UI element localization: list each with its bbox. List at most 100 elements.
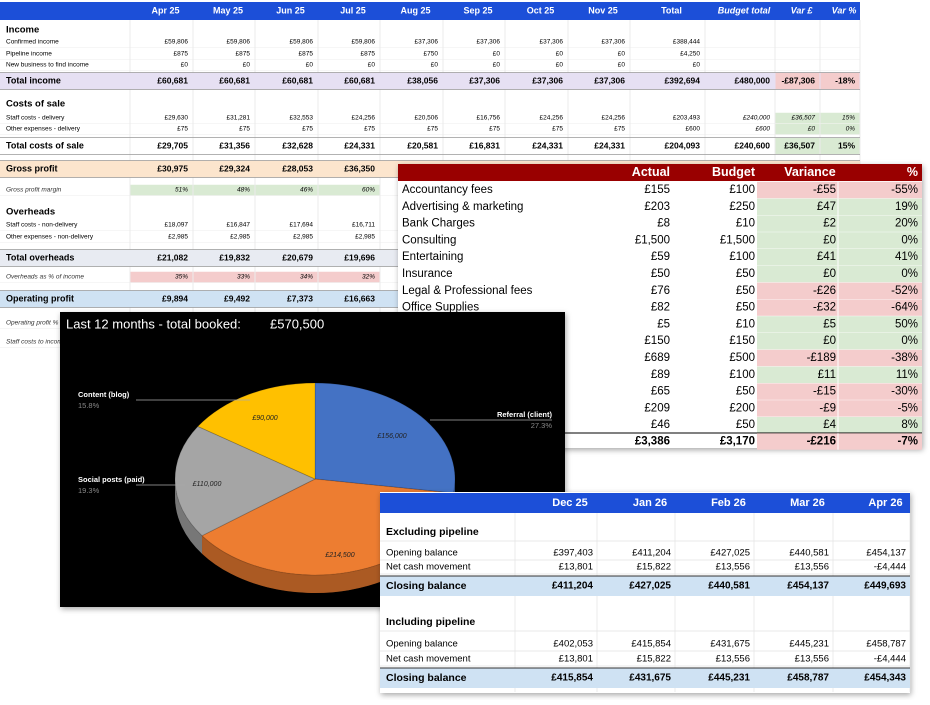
cell-value: £500 (729, 352, 755, 364)
slice-label: Social posts (paid) (78, 475, 145, 484)
slice-label: Referral (client) (497, 410, 553, 419)
cell-value: £0 (493, 62, 501, 69)
row-label: Confirmed income (6, 39, 59, 46)
cell-value: £411,204 (632, 548, 671, 559)
cell-value: 0% (901, 268, 918, 280)
cell-value: £75 (239, 126, 250, 133)
cell-value: 20% (895, 218, 918, 230)
cell-value: £36,350 (344, 163, 375, 173)
cell-value: 15% (842, 115, 855, 122)
cell-value: £20,679 (282, 252, 313, 262)
pie-side-shade (175, 479, 203, 554)
cell-value: -64% (891, 302, 918, 314)
cash-table: Dec 25 Jan 26 Feb 26 Mar 26 Apr 26 Excluding … (380, 492, 911, 693)
cell-value: £24,256 (352, 115, 376, 122)
cell-value: £50 (736, 386, 755, 398)
cell-highlight (775, 138, 820, 154)
cell-value: £32,553 (290, 115, 314, 122)
row-label: Advertising & marketing (402, 201, 523, 213)
cell-value: -£15 (813, 386, 836, 398)
row-label: Other expenses - non-delivery (6, 234, 94, 241)
cell-value: £427,025 (629, 581, 671, 592)
cell-value: £60,681 (282, 75, 313, 85)
cell-value: £20,581 (407, 140, 438, 150)
cell-value: £47 (817, 201, 836, 213)
cell-value: £480,000 (735, 75, 771, 85)
cell-value: 32% (362, 274, 375, 281)
cell-highlight (130, 184, 193, 196)
cell-value: £0 (823, 234, 836, 246)
cell-value: £1,500 (720, 234, 755, 246)
row-fill (380, 576, 910, 596)
variance-fill (757, 249, 922, 266)
row-label: Operating profit % (6, 320, 59, 327)
row-label: Insurance (402, 268, 453, 280)
column-header: Budget total (718, 5, 771, 15)
cell-value: £0 (556, 62, 564, 69)
cell-value: £209 (644, 402, 670, 414)
variance-fill (757, 215, 922, 232)
cell-value: £431,675 (629, 673, 671, 684)
cell-value: £59 (651, 251, 670, 263)
cell-value: £11 (818, 369, 836, 381)
cell-value: -38% (891, 352, 918, 364)
cell-value: £75 (177, 126, 188, 133)
cell-value: £875 (236, 51, 251, 58)
cell-highlight (193, 184, 255, 196)
column-header: Var £ (791, 5, 814, 15)
cell-value: 50% (895, 318, 918, 330)
cell-value: £65 (651, 386, 670, 398)
cell-value: £15,822 (637, 562, 671, 573)
cell-value: £37,306 (415, 39, 439, 46)
cell-value: £440,581 (789, 548, 829, 559)
cell-value: £203 (644, 201, 670, 213)
column-header: Mar 26 (790, 497, 825, 509)
cell-value: £2 (823, 218, 836, 230)
cell-value: 48% (237, 187, 250, 194)
variance-fill (757, 232, 922, 249)
row-label: Opening balance (386, 639, 458, 650)
row-label: Staff costs - delivery (6, 115, 65, 122)
cell-value: 19% (895, 201, 918, 213)
row-label: Entertaining (402, 251, 463, 263)
cell-value: -£32 (813, 302, 836, 314)
cell-value: -52% (891, 285, 918, 297)
cell-value: £2,985 (168, 234, 188, 241)
cell-value: £13,556 (795, 654, 829, 665)
variance-fill (757, 316, 922, 333)
section-title: Including pipeline (386, 616, 475, 628)
cell-value: £13,556 (716, 562, 750, 573)
cell-highlight (255, 271, 318, 283)
cell-value: £392,694 (665, 75, 701, 85)
cell-value: £1,500 (635, 234, 670, 246)
cell-value: £458,787 (787, 673, 829, 684)
variance-fill (757, 400, 922, 417)
cell-value: £155 (644, 184, 670, 196)
variance-fill (757, 366, 922, 383)
column-header: Budget (712, 165, 756, 179)
cell-value: -7% (898, 436, 918, 448)
column-header: Feb 26 (711, 497, 746, 509)
slice-value-label: £90,000 (251, 415, 277, 422)
column-header: Dec 25 (552, 497, 587, 509)
cell-value: £875 (174, 51, 189, 58)
column-header: Var % (832, 5, 857, 15)
cell-value: -55% (891, 184, 918, 196)
cell-value: £0 (693, 62, 701, 69)
variance-fill (757, 333, 922, 350)
cell-value: £60,681 (344, 75, 375, 85)
cell-value: £75 (489, 126, 500, 133)
cell-value: £50 (736, 419, 755, 431)
cell-value: £0 (431, 62, 439, 69)
cell-value: £24,256 (540, 115, 564, 122)
cell-value: £454,137 (787, 581, 829, 592)
row-label: Total costs of sale (6, 140, 84, 150)
row-label: Net cash movement (386, 654, 471, 665)
cell-value: £454,343 (864, 673, 906, 684)
header-row (0, 2, 860, 20)
pie-slice (197, 382, 316, 480)
column-header: Variance (784, 165, 835, 179)
cell-value: £440,581 (708, 581, 750, 592)
slice-percent: 27.3% (531, 421, 553, 430)
cell-value: £100 (729, 369, 755, 381)
